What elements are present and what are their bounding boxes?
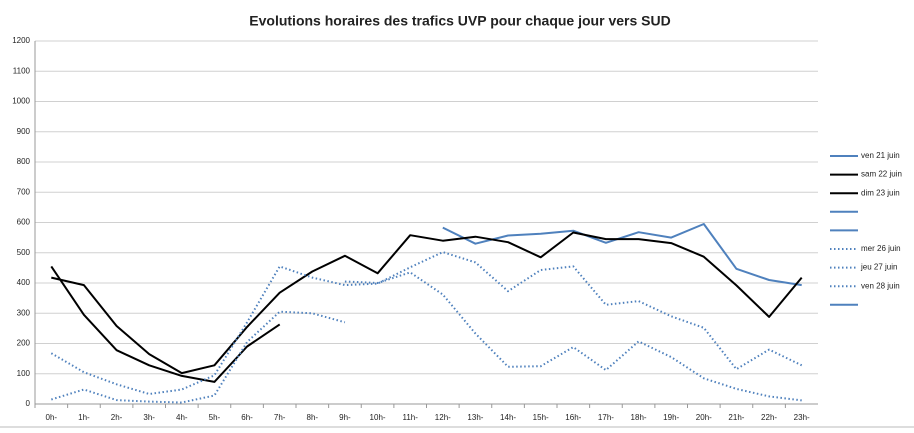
x-tick-label: 8h- xyxy=(307,413,319,422)
x-tick-label: 2h- xyxy=(111,413,123,422)
series-line xyxy=(50,265,281,383)
x-tick-label: 14h- xyxy=(500,413,516,422)
y-tick-label: 1000 xyxy=(12,97,30,106)
x-tick-label: 21h- xyxy=(728,413,744,422)
series-line xyxy=(442,223,802,287)
x-tick-label: 20h- xyxy=(696,413,712,422)
x-tick-label: 1h- xyxy=(78,413,90,422)
x-tick-label: 13h- xyxy=(467,413,483,422)
series-line xyxy=(344,271,802,402)
y-tick-label: 300 xyxy=(17,308,31,317)
x-tick-label: 5h- xyxy=(209,413,221,422)
x-tick-label: 16h- xyxy=(565,413,581,422)
x-tick-label: 0h- xyxy=(46,413,58,422)
y-tick-label: 1200 xyxy=(12,36,30,45)
y-tick-label: 900 xyxy=(17,127,31,136)
x-tick-label: 9h- xyxy=(339,413,351,422)
x-tick-label: 7h- xyxy=(274,413,286,422)
legend-label: jeu 27 juin xyxy=(860,263,897,272)
y-tick-label: 1100 xyxy=(13,66,31,75)
x-tick-label: 6h- xyxy=(241,413,253,422)
x-tick-label: 12h- xyxy=(435,413,451,422)
x-tick-label: 17h- xyxy=(598,413,614,422)
x-tick-label: 3h- xyxy=(143,413,155,422)
x-tick-label: 19h- xyxy=(663,413,679,422)
y-tick-label: 600 xyxy=(17,218,31,227)
legend-label: ven 21 juin xyxy=(861,151,900,160)
x-tick-label: 22h- xyxy=(761,413,777,422)
x-tick-label: 10h- xyxy=(370,413,386,422)
y-tick-label: 100 xyxy=(17,369,31,378)
chart-title: Evolutions horaires des trafics UVP pour… xyxy=(249,13,670,29)
y-tick-label: 200 xyxy=(17,339,31,348)
y-tick-label: 0 xyxy=(26,399,31,408)
x-tick-label: 23h- xyxy=(794,413,810,422)
legend-label: sam 22 juin xyxy=(861,170,902,179)
x-tick-label: 4h- xyxy=(176,413,188,422)
x-tick-label: 18h- xyxy=(631,413,647,422)
x-tick-label: 15h- xyxy=(533,413,549,422)
y-tick-label: 800 xyxy=(17,157,31,166)
legend-label: dim 23 juin xyxy=(861,188,900,197)
x-tick-label: 11h- xyxy=(402,413,418,422)
legend-label: mer 26 juin xyxy=(861,244,901,253)
y-tick-label: 700 xyxy=(17,187,31,196)
y-tick-label: 500 xyxy=(17,248,31,257)
y-tick-label: 400 xyxy=(17,278,31,287)
series-line xyxy=(51,231,803,375)
legend-label: ven 28 juin xyxy=(861,281,900,290)
series-line xyxy=(50,251,803,395)
